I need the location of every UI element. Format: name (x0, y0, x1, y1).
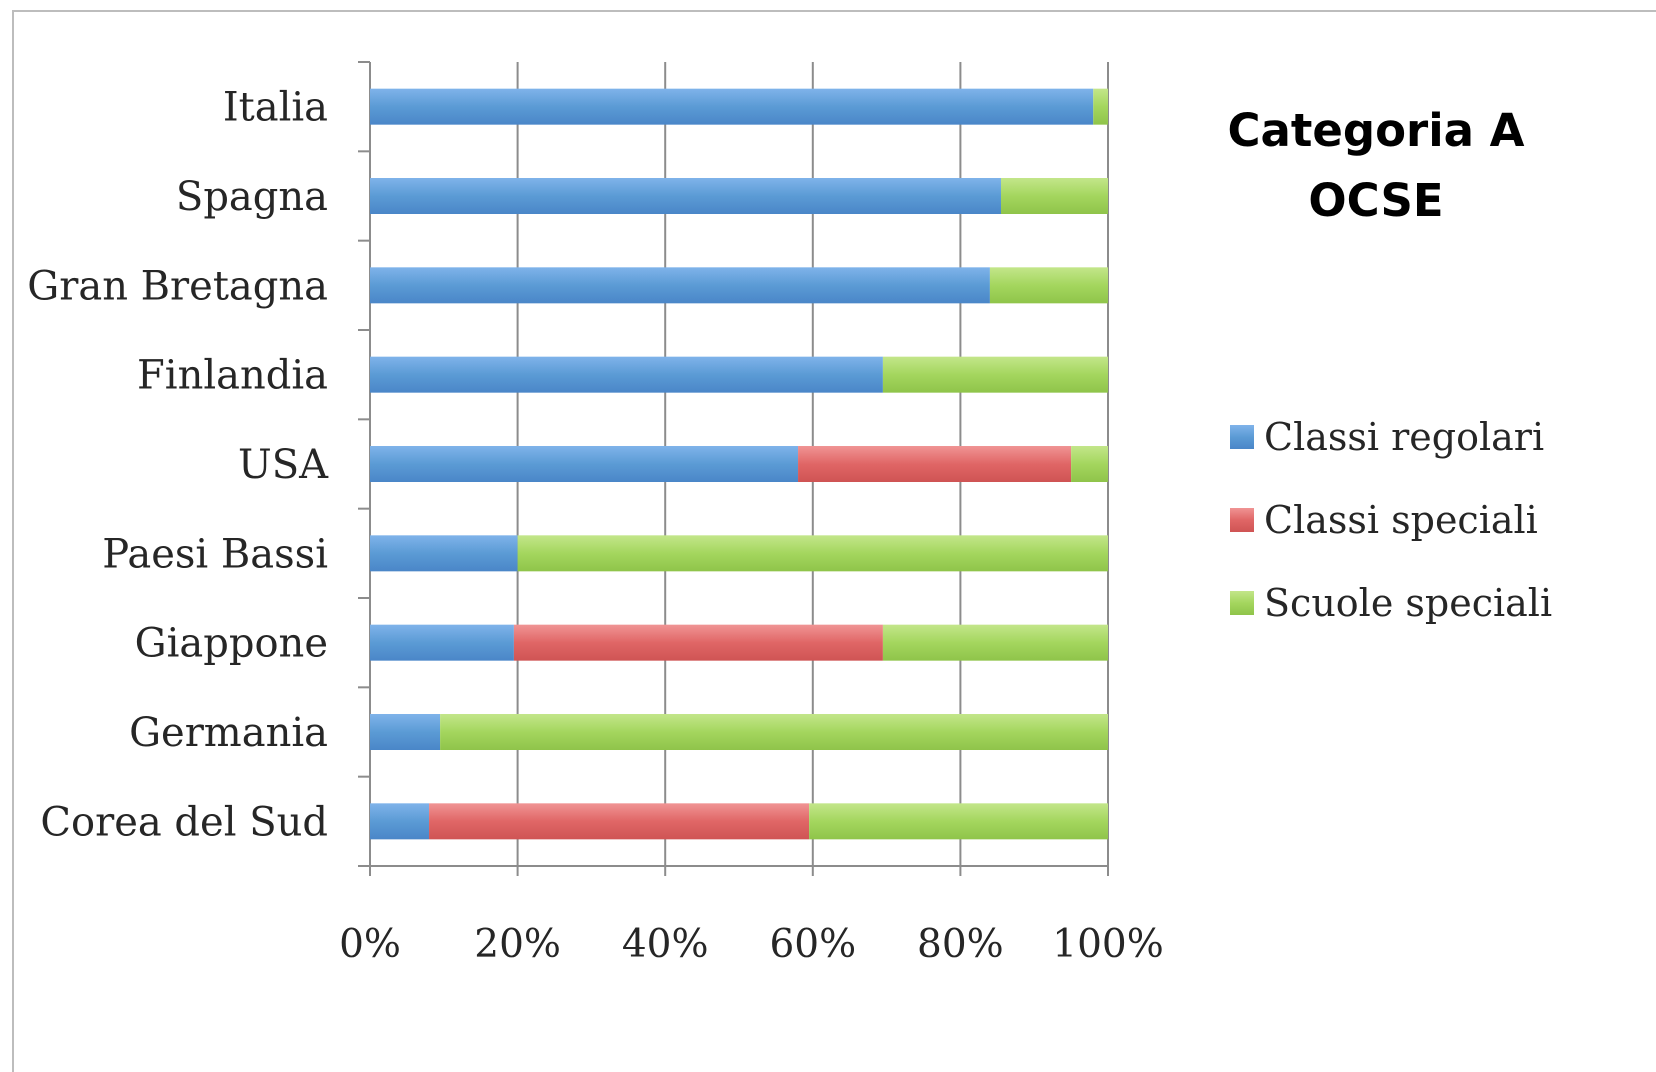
category-labels: Italia Spagna Gran Bretagna Finlandia USA Pae… (27, 85, 329, 846)
legend-swatch (1230, 425, 1254, 449)
category-label: Germania (129, 710, 328, 756)
bar-segment (370, 803, 430, 840)
chart-frame (12, 10, 1656, 1072)
bar-segment (370, 178, 1001, 214)
x-tick-label: 0% (339, 922, 401, 967)
bar-segment (1093, 88, 1108, 125)
x-tick-label: 40% (622, 922, 709, 967)
category-label: Finlandia (137, 353, 328, 399)
x-tick-label: 60% (769, 922, 856, 967)
bar-segment (513, 624, 883, 661)
category-label: Corea del Sud (40, 799, 328, 845)
bar-segment (370, 714, 441, 750)
x-tick-label: 20% (474, 922, 561, 967)
bar-segment (809, 803, 1108, 840)
chart-title: Categoria A OCSE (1227, 104, 1524, 227)
legend-label: Scuole speciali (1264, 581, 1552, 625)
chart-title-line: OCSE (1308, 174, 1443, 227)
bar-segment (517, 535, 1108, 572)
x-tick-label: 100% (1052, 922, 1164, 967)
category-label: Giappone (135, 621, 328, 667)
legend-label: Classi regolari (1264, 415, 1544, 459)
bar-segment (1071, 446, 1108, 482)
bar-segment (989, 267, 1108, 304)
bar-segment (798, 446, 1072, 482)
bar-segment (370, 624, 514, 661)
x-tick-label: 80% (917, 922, 1004, 967)
category-label: Italia (223, 85, 328, 131)
bar-segment (370, 88, 1094, 125)
legend-swatch (1230, 508, 1254, 532)
x-tick-labels: 0% 20% 40% 60% 80% 100% (339, 922, 1164, 967)
legend-swatch (1230, 591, 1254, 615)
bars (370, 88, 1108, 840)
category-label: Paesi Bassi (102, 531, 328, 577)
chart-title-line: Categoria A (1227, 104, 1524, 157)
bar-segment (370, 535, 518, 572)
bar-segment (440, 714, 1108, 750)
bar-segment (882, 356, 1108, 393)
legend-label: Classi speciali (1264, 498, 1538, 542)
category-label: Gran Bretagna (27, 263, 328, 309)
bar-segment (1000, 178, 1108, 214)
bar-segment (429, 803, 810, 840)
category-label: Spagna (176, 174, 328, 220)
bar-segment (370, 267, 990, 304)
bar-segment (370, 356, 883, 393)
bar-segment (370, 446, 799, 482)
legend: Classi regolari Classi speciali Scuole spe… (1230, 415, 1552, 625)
bar-segment (882, 624, 1108, 661)
category-label: USA (238, 442, 329, 488)
